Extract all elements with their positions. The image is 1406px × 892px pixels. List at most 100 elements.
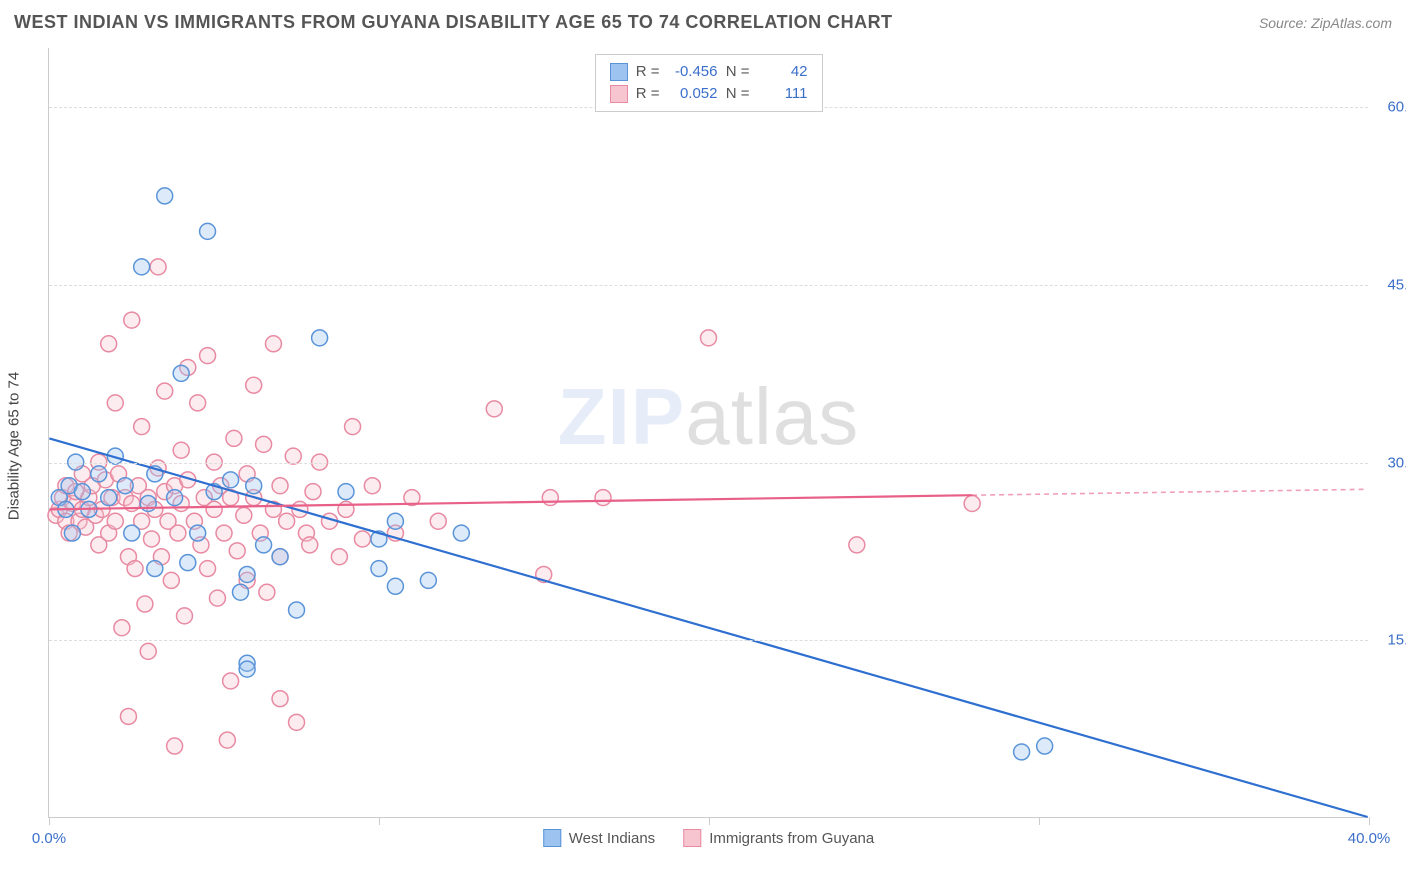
data-point <box>134 259 150 275</box>
data-point <box>140 495 156 511</box>
data-point <box>345 419 361 435</box>
y-tick-label: 30.0% <box>1374 454 1406 471</box>
legend-swatch-guyana <box>683 829 701 847</box>
data-point <box>180 555 196 571</box>
data-point <box>190 395 206 411</box>
data-point <box>173 442 189 458</box>
data-point <box>114 620 130 636</box>
data-point <box>101 490 117 506</box>
data-point <box>223 673 239 689</box>
data-point <box>147 561 163 577</box>
data-point <box>542 490 558 506</box>
data-point <box>256 436 272 452</box>
legend-label-guyana: Immigrants from Guyana <box>709 830 874 847</box>
data-point <box>107 513 123 529</box>
data-point <box>239 661 255 677</box>
data-point <box>246 478 262 494</box>
data-point <box>219 732 235 748</box>
correlation-stats-box: R = -0.456 N = 42 R = 0.052 N = 111 <box>595 54 823 112</box>
legend-item-guyana: Immigrants from Guyana <box>683 829 874 847</box>
x-tick-label: 0.0% <box>32 830 66 847</box>
data-point <box>387 513 403 529</box>
scatter-svg <box>49 48 1368 817</box>
legend-swatch-west-indians <box>543 829 561 847</box>
x-tick <box>709 817 710 825</box>
data-point <box>338 484 354 500</box>
data-point <box>223 472 239 488</box>
data-point <box>302 537 318 553</box>
data-point <box>312 330 328 346</box>
data-point <box>120 708 136 724</box>
data-point <box>289 714 305 730</box>
chart-plot-area: ZIPatlas R = -0.456 N = 42 R = 0.052 N =… <box>48 48 1368 818</box>
data-point <box>1014 744 1030 760</box>
data-point <box>1037 738 1053 754</box>
swatch-guyana <box>610 85 628 103</box>
data-point <box>216 525 232 541</box>
x-tick-label: 40.0% <box>1348 830 1391 847</box>
chart-title: WEST INDIAN VS IMMIGRANTS FROM GUYANA DI… <box>14 12 893 33</box>
data-point <box>140 643 156 659</box>
n-value-guyana: 111 <box>758 83 808 105</box>
data-point <box>229 543 245 559</box>
data-point <box>272 549 288 565</box>
trend-line <box>49 438 1367 817</box>
data-point <box>107 395 123 411</box>
swatch-west-indians <box>610 63 628 81</box>
data-point <box>167 490 183 506</box>
data-point <box>849 537 865 553</box>
data-point <box>127 561 143 577</box>
data-point <box>190 525 206 541</box>
data-point <box>259 584 275 600</box>
data-point <box>124 312 140 328</box>
data-point <box>265 336 281 352</box>
data-point <box>124 525 140 541</box>
data-point <box>64 525 80 541</box>
data-point <box>486 401 502 417</box>
data-point <box>117 478 133 494</box>
r-value-guyana: 0.052 <box>668 83 718 105</box>
data-point <box>157 188 173 204</box>
data-point <box>420 572 436 588</box>
data-point <box>305 484 321 500</box>
data-point <box>964 495 980 511</box>
x-tick <box>1369 817 1370 825</box>
y-tick-label: 60.0% <box>1374 99 1406 116</box>
data-point <box>91 466 107 482</box>
data-point <box>331 549 347 565</box>
data-point <box>200 348 216 364</box>
y-axis-label: Disability Age 65 to 74 <box>6 372 23 520</box>
data-point <box>239 566 255 582</box>
y-tick-label: 15.0% <box>1374 632 1406 649</box>
data-point <box>137 596 153 612</box>
data-point <box>226 430 242 446</box>
gridline <box>49 463 1368 464</box>
data-point <box>233 584 249 600</box>
data-point <box>170 525 186 541</box>
data-point <box>101 336 117 352</box>
x-tick <box>49 817 50 825</box>
data-point <box>74 484 90 500</box>
source-attribution: Source: ZipAtlas.com <box>1259 15 1392 31</box>
data-point <box>176 608 192 624</box>
data-point <box>595 490 611 506</box>
data-point <box>279 513 295 529</box>
data-point <box>387 578 403 594</box>
data-point <box>163 572 179 588</box>
data-point <box>354 531 370 547</box>
data-point <box>144 531 160 547</box>
r-value-west-indians: -0.456 <box>668 61 718 83</box>
data-point <box>364 478 380 494</box>
data-point <box>701 330 717 346</box>
data-point <box>453 525 469 541</box>
series-legend: West Indians Immigrants from Guyana <box>543 829 875 847</box>
data-point <box>167 738 183 754</box>
data-point <box>206 501 222 517</box>
x-tick <box>379 817 380 825</box>
trend-line-extension <box>972 489 1367 495</box>
data-point <box>200 561 216 577</box>
data-point <box>173 365 189 381</box>
stats-row-west-indians: R = -0.456 N = 42 <box>610 61 808 83</box>
data-point <box>200 223 216 239</box>
legend-item-west-indians: West Indians <box>543 829 655 847</box>
